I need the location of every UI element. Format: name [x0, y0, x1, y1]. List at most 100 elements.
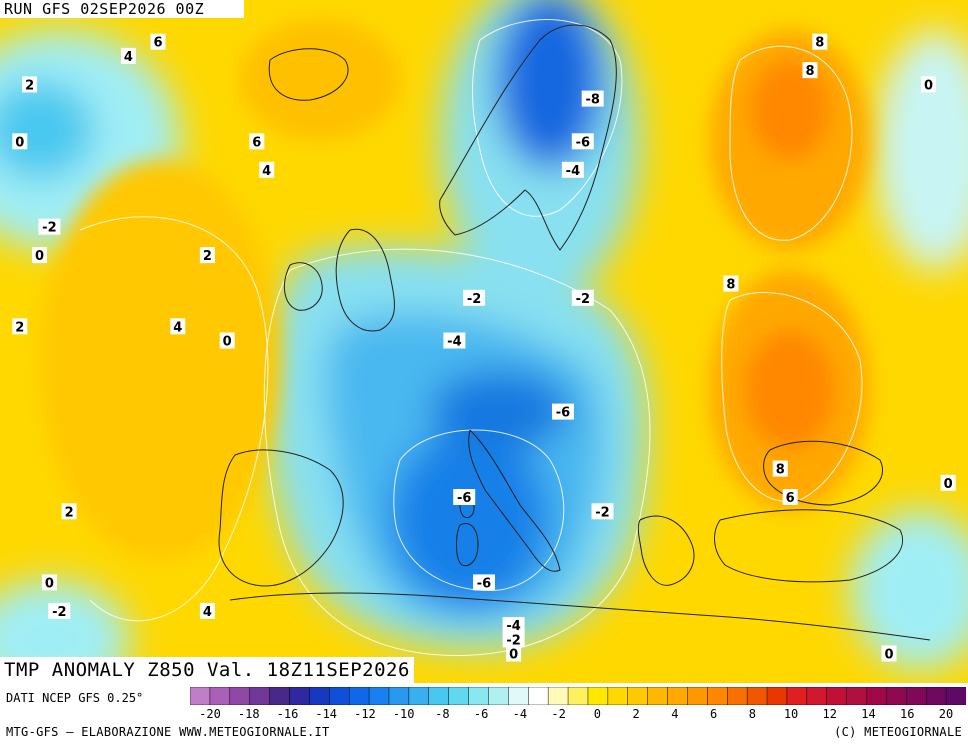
contour-label-bg [61, 503, 77, 520]
contour-label: 4 [203, 605, 212, 620]
colorbar-swatch [806, 687, 828, 705]
colorbar-tick-label: 0 [593, 707, 601, 721]
contour-label: 0 [223, 335, 232, 350]
contour-label: 2 [15, 320, 24, 335]
colorbar-swatch [190, 687, 211, 705]
colorbar-swatch [289, 687, 311, 705]
contour-label-bg [453, 489, 476, 505]
contour-label-bg [32, 247, 47, 264]
coast-iceland [268, 48, 349, 101]
contour-label-bg [150, 33, 166, 50]
colorbar-tick-label: 10 [783, 707, 799, 721]
contour-label-bg [502, 631, 525, 648]
colorbar-tick-label: 12 [822, 707, 838, 721]
colorbar-tick-label: -8 [435, 707, 450, 721]
contour-label-bg [219, 332, 235, 349]
colorbar-swatch [627, 687, 649, 705]
contour-label: 0 [944, 477, 953, 492]
colorbar-swatch [846, 687, 868, 705]
contour-label: -2 [42, 221, 56, 236]
colorbar-tick-label: -18 [237, 707, 260, 721]
contour-label: 6 [786, 491, 795, 506]
contour-label: 0 [924, 78, 933, 93]
contour-label: 6 [153, 36, 162, 51]
warm-zone-west [40, 160, 280, 560]
contour-label-bg [812, 33, 828, 50]
cool-core-central [390, 430, 550, 610]
contour-label-bg [921, 76, 936, 93]
colorbar-tick-label: 4 [671, 707, 679, 721]
contour-label: -2 [467, 292, 481, 307]
coast-black-sea [763, 440, 883, 506]
colorbar-swatch [508, 687, 530, 705]
colorbar-tick-label: -12 [354, 707, 376, 721]
contour-label-bg [120, 47, 136, 64]
colorbar-swatch [468, 687, 490, 705]
contour-label: 4 [124, 50, 133, 65]
cool-zone-southeast [850, 510, 968, 670]
contour-label: -8 [585, 93, 599, 108]
colorbar-tick-label: 8 [748, 707, 756, 721]
contour-label-bg [48, 602, 71, 619]
contour-label-bg [571, 289, 594, 306]
colorbar-swatch [249, 687, 271, 705]
contour-label-bg [463, 289, 486, 306]
contour-label-bg [502, 617, 525, 634]
contour-label: 8 [815, 36, 824, 51]
colorbar-swatch [528, 687, 549, 705]
contour-label: 0 [509, 648, 518, 663]
colorbar-swatch [229, 687, 251, 705]
contour-label: -2 [52, 605, 66, 620]
colorbar-tick-label: -4 [512, 707, 528, 721]
contour-label: 2 [65, 505, 74, 520]
colorbar-tick-label: -14 [315, 707, 338, 721]
colorbar-swatch [368, 687, 390, 705]
contour-label-bg [561, 161, 584, 178]
colorbar-swatch [687, 687, 709, 705]
cool-core-alps [430, 370, 570, 450]
data-source: DATI NCEP GFS 0.25° [6, 691, 144, 705]
contour-label: 6 [252, 135, 261, 150]
run-label: RUN GFS 02SEP2026 00Z [0, 0, 245, 18]
contour-label: -6 [477, 576, 491, 591]
colorbar-swatch [886, 687, 908, 705]
cool-core-northwest [0, 80, 95, 180]
colorbar-tick-label: 2 [632, 707, 640, 721]
contour-label: -6 [457, 491, 471, 506]
colorbar-tick-label: -10 [392, 707, 415, 721]
warm-zone-iceland [240, 20, 400, 140]
colorbar-swatch [209, 687, 231, 705]
colorbar-swatch [826, 687, 848, 705]
isoline-russia-warm [729, 45, 853, 241]
colorbar-swatch [329, 687, 350, 705]
coast-turkey [714, 509, 903, 583]
contour-label-bg [881, 645, 897, 662]
colorbar-swatch [567, 687, 589, 705]
colorbar-swatch [408, 687, 430, 705]
warm-core-balkans [745, 330, 835, 450]
coast-ireland [283, 262, 323, 311]
isoline-scandinavia [472, 19, 623, 217]
contour-label: -6 [576, 135, 590, 150]
coast-britain [335, 228, 395, 332]
contour-label: -6 [556, 406, 570, 421]
contour-label: -4 [566, 164, 580, 179]
colorbar-tick-label: 20 [938, 707, 954, 721]
coast-scandinavia [439, 24, 617, 251]
contour-label-bg [506, 645, 522, 662]
contour-label-bg [591, 503, 614, 520]
colorbar-swatch [587, 687, 609, 705]
colorbar-swatch [388, 687, 410, 705]
footer: DATI NCEP GFS 0.25° -20 -18 -16 -14 -12 -10 -8… [0, 683, 968, 745]
contour-label-bg [473, 574, 495, 591]
colorbar [190, 687, 966, 705]
colorbar-tick-label: -20 [199, 707, 221, 721]
cool-core-scandinavia [495, 0, 605, 170]
colorbar-swatch [309, 687, 331, 705]
contour-label: 8 [726, 278, 735, 293]
contour-label-bg [38, 218, 61, 235]
contour-label: 0 [884, 648, 893, 663]
contour-label-bg [249, 133, 265, 150]
colorbar-swatch [766, 687, 788, 705]
anomaly-map: 4 6 2 0 6 4 -2 0 2 2 4 0 -8 -6 -4 -2 -2 -4 -6 -6 -2 -6 -4 -2 0 2 0… [0, 0, 968, 683]
